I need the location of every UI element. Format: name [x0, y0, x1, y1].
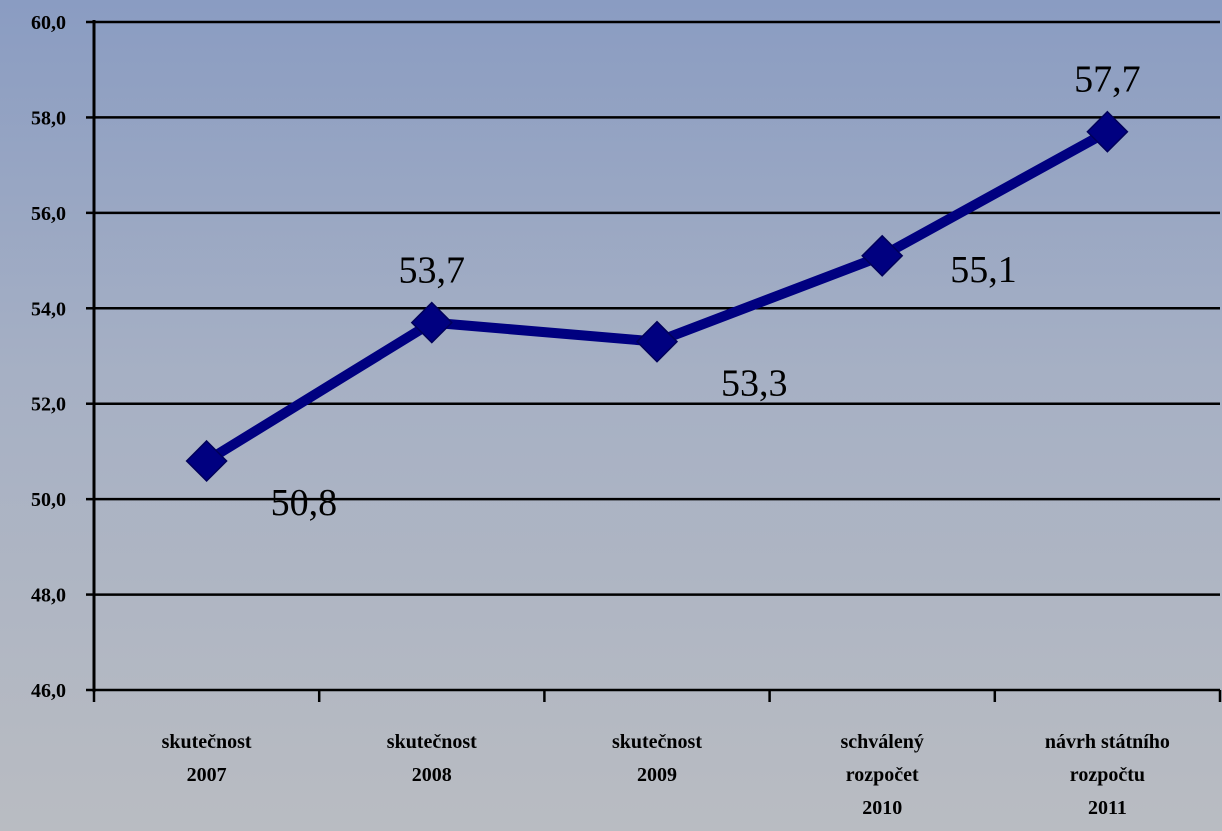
y-axis: 46,0 48,0 50,0 52,0 54,0 56,0 58,0 60,0	[31, 12, 96, 702]
series-line-path	[201, 126, 1113, 466]
data-markers	[185, 110, 1129, 483]
y-tick-label: 56,0	[31, 203, 66, 225]
x-tick-label: návrh státního rozpočtu 2011	[1045, 731, 1170, 819]
x-axis: skutečnost 2007 skutečnost 2008 skutečnost 20…	[92, 690, 1222, 819]
x-tick-label: skutečnost 2008	[387, 731, 477, 786]
y-tick-label: 52,0	[31, 394, 66, 416]
data-label: 53,7	[399, 250, 466, 292]
x-tick-label: skutečnost 2007	[162, 731, 252, 786]
y-tick-label: 46,0	[31, 680, 66, 702]
data-point	[635, 320, 679, 363]
data-label: 53,3	[721, 363, 788, 405]
data-point	[861, 234, 904, 277]
data-labels: 50,8 53,7 53,3 55,1 57,7	[271, 59, 1141, 524]
x-tick-label: skutečnost 2009	[612, 731, 702, 786]
data-point	[410, 301, 453, 344]
x-tick-label: schválený rozpočet 2010	[841, 731, 924, 819]
y-tick-label: 50,0	[31, 489, 66, 511]
data-point	[185, 439, 228, 483]
series-line	[201, 126, 1113, 466]
data-label: 50,8	[271, 482, 338, 524]
gridlines	[94, 20, 1220, 692]
y-tick-label: 48,0	[31, 585, 66, 607]
y-tick-label: 54,0	[31, 298, 66, 320]
data-label: 55,1	[950, 249, 1017, 291]
y-tick-label: 60,0	[31, 12, 66, 34]
data-point	[1086, 110, 1129, 153]
data-label: 57,7	[1074, 59, 1141, 101]
y-tick-label: 58,0	[31, 107, 66, 129]
